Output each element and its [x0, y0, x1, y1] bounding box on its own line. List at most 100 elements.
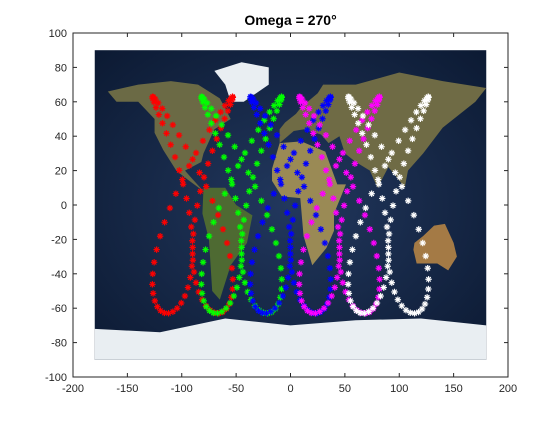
data-point [159, 120, 166, 127]
data-point [189, 244, 196, 251]
data-point [348, 104, 355, 111]
data-point [282, 284, 290, 291]
data-point [322, 167, 330, 174]
data-point [411, 310, 418, 317]
data-point [371, 131, 379, 139]
data-point [349, 246, 356, 253]
data-point [423, 294, 431, 301]
data-point [369, 305, 377, 312]
data-point [190, 230, 197, 238]
data-point [212, 130, 219, 137]
data-point [185, 162, 193, 170]
data-point [413, 124, 420, 132]
data-point [189, 237, 196, 244]
data-point [334, 223, 342, 231]
data-point [400, 160, 408, 167]
data-point [362, 204, 369, 212]
data-point [404, 197, 412, 205]
data-point [361, 211, 369, 219]
data-point [371, 167, 379, 174]
data-point [279, 292, 286, 300]
data-point [351, 160, 359, 167]
data-point [327, 276, 334, 283]
data-point [330, 195, 337, 202]
x-tick-label: 50 [339, 383, 351, 395]
data-point [373, 252, 381, 260]
series-3 [247, 93, 334, 317]
data-point [238, 250, 245, 258]
data-point [368, 102, 376, 109]
data-point [254, 233, 262, 240]
data-point [417, 102, 425, 109]
data-point [238, 237, 245, 244]
data-point [219, 226, 227, 233]
data-point [217, 108, 224, 116]
data-point [262, 135, 269, 143]
data-point [181, 292, 189, 300]
data-point [339, 149, 347, 157]
data-point [296, 281, 303, 288]
data-point [407, 309, 414, 316]
data-point [343, 188, 351, 195]
data-point [183, 195, 190, 202]
data-point [303, 233, 311, 240]
data-point [385, 156, 392, 163]
data-point [396, 174, 403, 181]
data-point [199, 137, 207, 145]
series-5 [344, 93, 432, 317]
data-point [166, 204, 174, 212]
x-tick-label: -100 [171, 383, 193, 395]
data-point [233, 284, 241, 291]
data-point [325, 176, 333, 183]
data-point [381, 162, 389, 170]
data-point [286, 263, 293, 270]
data-point [383, 223, 391, 231]
y-tick-label: 100 [49, 28, 67, 40]
data-point [249, 95, 257, 103]
data-point [281, 195, 288, 202]
data-point [312, 211, 320, 219]
data-point [417, 115, 424, 122]
data-point [236, 274, 243, 281]
data-point [421, 300, 429, 308]
data-point [249, 297, 256, 305]
data-point [386, 268, 393, 276]
data-point [230, 292, 238, 300]
data-point [247, 281, 254, 288]
data-point [308, 309, 315, 317]
data-point [234, 162, 242, 170]
data-point [178, 299, 185, 307]
data-point [280, 143, 287, 150]
data-point [351, 111, 358, 118]
data-point [224, 167, 232, 174]
data-point [310, 117, 317, 124]
data-point [385, 257, 392, 264]
data-point [155, 99, 162, 107]
data-point [350, 99, 358, 107]
data-point [392, 188, 400, 195]
data-point [224, 131, 232, 139]
data-point [297, 259, 305, 266]
data-point [253, 111, 260, 118]
data-point [358, 130, 366, 137]
data-point [302, 111, 309, 118]
data-point [261, 112, 269, 120]
data-point [241, 279, 249, 286]
data-point [179, 176, 186, 183]
data-point [176, 167, 183, 174]
data-point [155, 111, 163, 118]
data-point [149, 290, 157, 297]
data-point [150, 259, 158, 266]
data-point [231, 143, 238, 150]
land-antarctica [94, 318, 487, 360]
data-point [422, 252, 429, 260]
data-point [267, 121, 274, 129]
data-point [206, 307, 213, 314]
y-tick-label: 80 [55, 62, 67, 74]
data-point [206, 126, 213, 134]
data-point [387, 216, 394, 224]
data-point [323, 97, 330, 104]
data-point [261, 117, 268, 124]
data-point [200, 297, 207, 305]
y-tick-label: -60 [51, 303, 67, 315]
